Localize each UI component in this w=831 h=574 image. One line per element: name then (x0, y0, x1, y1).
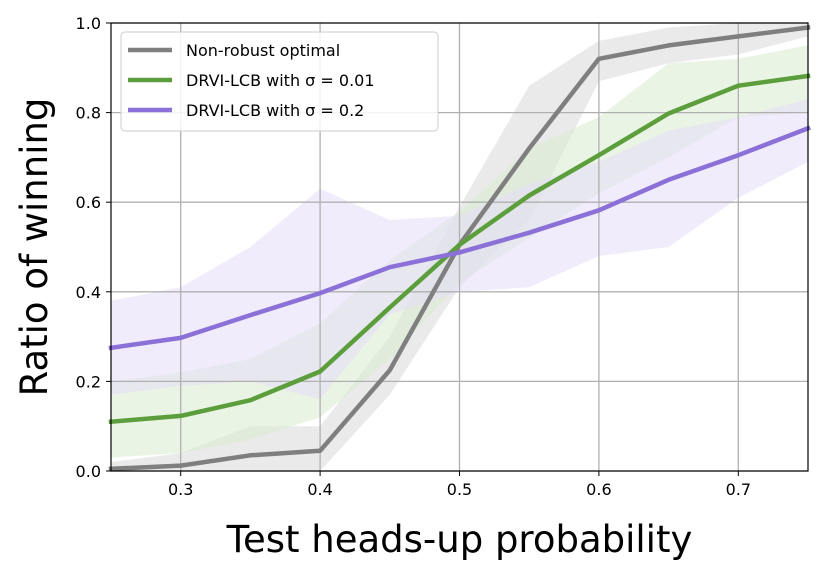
y-tick-label: 1.0 (76, 14, 101, 33)
y-tick-label: 0.2 (76, 372, 101, 391)
x-tick-label: 0.7 (726, 480, 751, 499)
series-lines (108, 24, 811, 472)
legend-label-1: DRVI-LCB with σ = 0.01 (186, 71, 375, 90)
y-tick-label: 0.4 (76, 283, 101, 302)
legend-label-0: Non-robust optimal (186, 41, 340, 60)
x-tick-label: 0.5 (447, 480, 472, 499)
y-tick-label: 0.8 (76, 104, 101, 123)
y-tick-label: 0.0 (76, 462, 101, 481)
series-2-line (108, 125, 811, 351)
y-tick-label: 0.6 (76, 193, 101, 212)
x-axis-title: Test heads-up probability (226, 518, 693, 561)
legend-label-2: DRVI-LCB with σ = 0.2 (186, 101, 364, 120)
axis-ticks: 0.3 0.4 0.5 0.6 0.7 0.0 0.2 0.4 0.6 0.8 1.0 (76, 14, 751, 499)
legend: Non-robust optimal DRVI-LCB with σ = 0.01… (120, 31, 439, 132)
y-axis-title: Ratio of winning (13, 98, 56, 397)
x-tick-label: 0.3 (168, 480, 193, 499)
x-tick-label: 0.6 (586, 480, 611, 499)
legend-box (120, 31, 439, 132)
x-tick-label: 0.4 (307, 480, 332, 499)
series-1-line (108, 73, 811, 425)
